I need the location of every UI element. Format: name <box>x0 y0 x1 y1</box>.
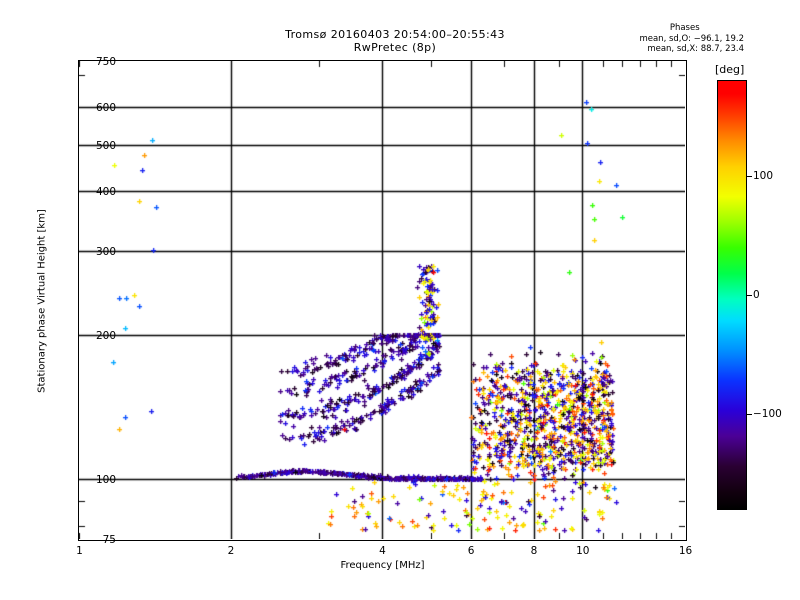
y-axis-tick-300: 300 <box>95 245 116 258</box>
x-axis-tick-16: 16 <box>678 545 693 557</box>
x-axis-label: Frequency [MHz] <box>340 560 425 571</box>
y-axis-label: Stationary phase Virtual Height [km] <box>36 208 48 393</box>
colorbar-tick-100: 100 <box>753 169 774 182</box>
colorbar-gradient <box>717 80 747 510</box>
colorbar-tickmark <box>747 295 752 296</box>
y-axis-tick-200: 200 <box>95 329 116 342</box>
y-axis-tick-500: 500 <box>95 139 116 152</box>
x-axis-tick-8: 8 <box>530 545 538 557</box>
plot-title-line-1: Tromsø 20160403 20:54:00–20:55:43 <box>285 28 505 41</box>
x-axis-tick-2: 2 <box>227 545 235 557</box>
y-axis-tick-400: 400 <box>95 185 116 198</box>
y-axis-tick-750: 750 <box>95 55 116 68</box>
colorbar-tickmark <box>747 175 752 177</box>
x-axis-tick-4: 4 <box>379 545 386 557</box>
colorbar-tick--100: −100 <box>753 408 782 421</box>
colorbar-unit-label: [deg] <box>715 63 745 76</box>
colorbar-tickmark <box>747 414 752 416</box>
plot-area <box>78 60 687 541</box>
x-axis-tick-1: 1 <box>76 545 83 557</box>
y-axis-tick-75: 75 <box>102 533 116 546</box>
colorbar: [deg] 100 0 −100 <box>715 63 782 510</box>
x-axis-tick-6: 6 <box>467 545 475 557</box>
y-axis-tick-600: 600 <box>95 101 116 114</box>
y-axis-tick-100: 100 <box>95 473 116 486</box>
phase-statistics-header: Phases <box>669 23 700 33</box>
phase-statistics-x-mode: mean, sd,X: 88.7, 23.4 <box>647 44 744 54</box>
phase-statistics-block: Phases mean, sd,O: −96.1, 19.2 mean, sd,… <box>639 23 744 55</box>
plot-title-line-2: RwPretec (8p) <box>353 41 437 54</box>
colorbar-tick-0: 0 <box>753 289 760 301</box>
phase-statistics-o-mode: mean, sd,O: −96.1, 19.2 <box>639 33 744 44</box>
scatter-canvas <box>79 61 685 539</box>
x-axis-tick-10: 10 <box>576 545 590 557</box>
